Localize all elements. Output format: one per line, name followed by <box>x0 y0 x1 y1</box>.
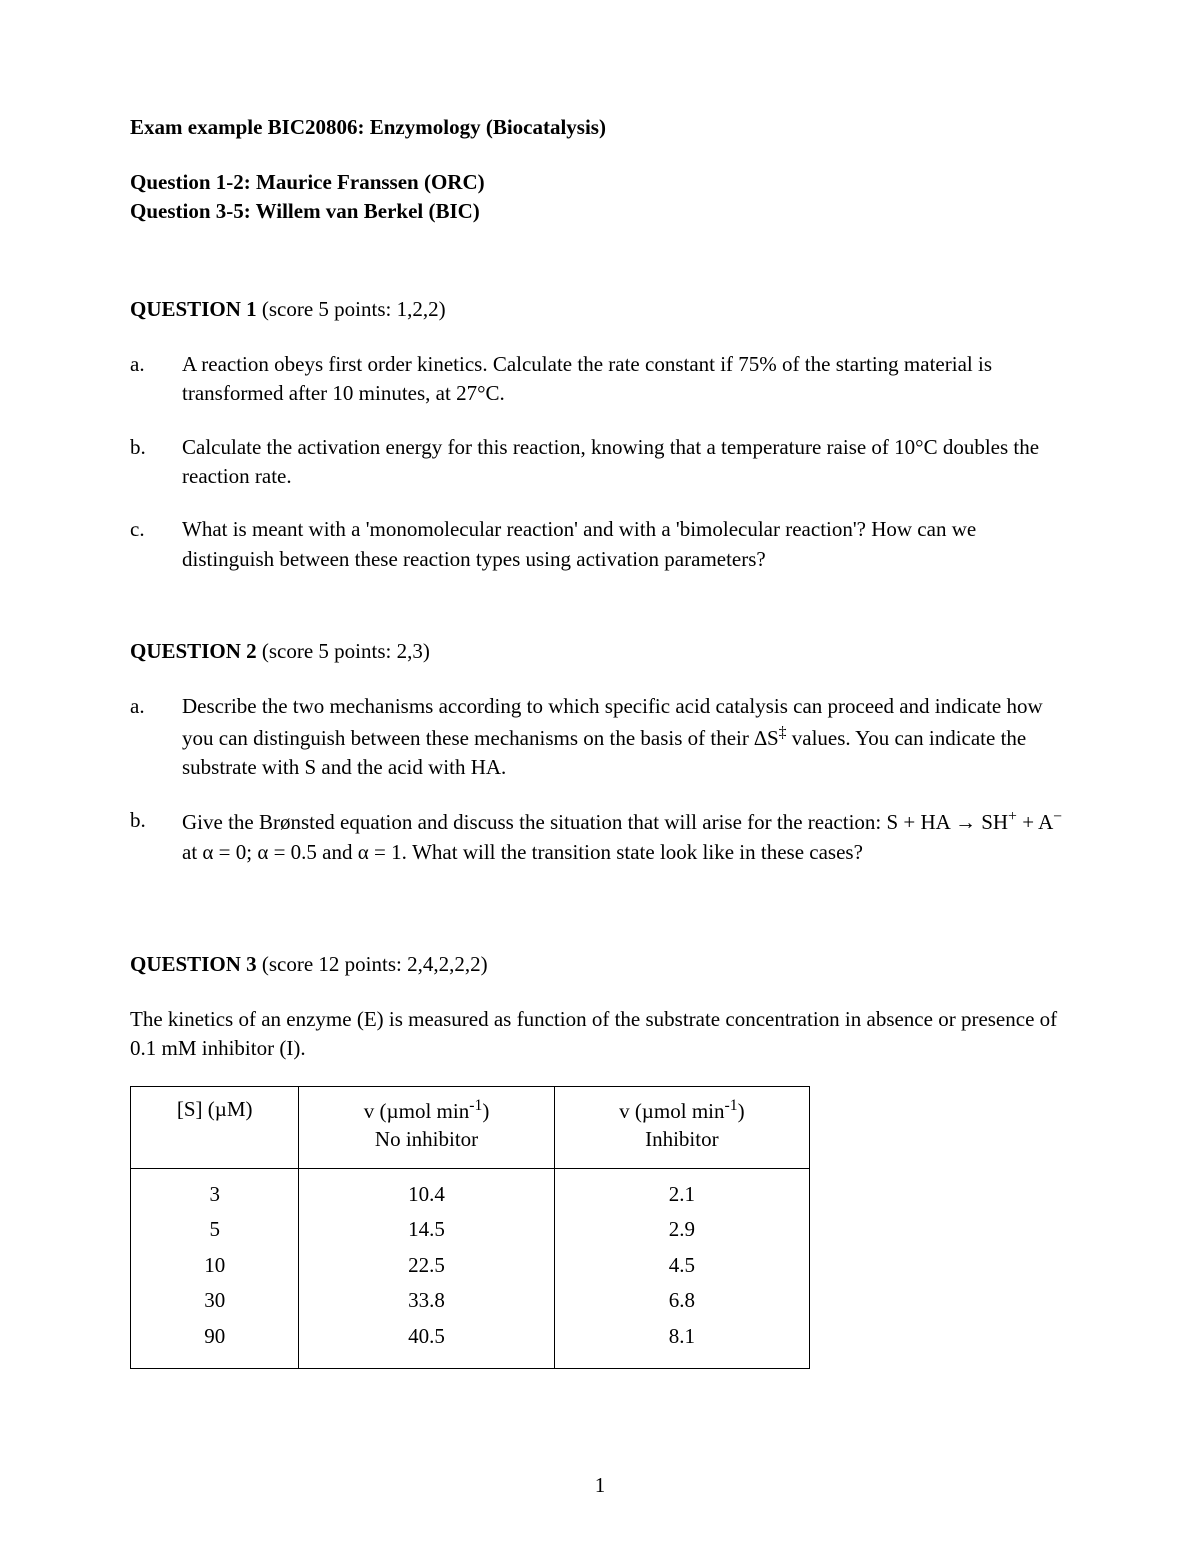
question-2-label: QUESTION 2 <box>130 639 257 663</box>
q1a: a. A reaction obeys first order kinetics… <box>130 350 1070 409</box>
table-body: 3 10.4 2.1 5 14.5 2.9 10 22.5 4.5 30 33.… <box>131 1168 810 1369</box>
table-row: 5 14.5 2.9 <box>131 1212 810 1248</box>
subq-letter: a. <box>130 692 182 782</box>
cell-s: 90 <box>131 1319 299 1355</box>
q1a-text: A reaction obeys first order kinetics. C… <box>182 350 1070 409</box>
cell-v2: 2.9 <box>554 1212 809 1248</box>
table-header-row: [S] (µM) v (µmol min-1)No inhibitor v (µ… <box>131 1086 810 1168</box>
q1c: c. What is meant with a 'monomolecular r… <box>130 515 1070 574</box>
question-3-label: QUESTION 3 <box>130 952 257 976</box>
kinetics-table: [S] (µM) v (µmol min-1)No inhibitor v (µ… <box>130 1086 810 1369</box>
q1b: b. Calculate the activation energy for t… <box>130 433 1070 492</box>
cell-v1: 40.5 <box>299 1319 554 1355</box>
cell-v2: 2.1 <box>554 1177 809 1213</box>
exam-title: Exam example BIC20806: Enzymology (Bioca… <box>130 115 1070 140</box>
table-row: 90 40.5 8.1 <box>131 1319 810 1355</box>
cell-s: 5 <box>131 1212 299 1248</box>
question-3-header: QUESTION 3 (score 12 points: 2,4,2,2,2) <box>130 952 1070 977</box>
subq-letter: b. <box>130 806 182 867</box>
question-2-header: QUESTION 2 (score 5 points: 2,3) <box>130 639 1070 664</box>
q1b-text: Calculate the activation energy for this… <box>182 433 1070 492</box>
cell-v1: 22.5 <box>299 1248 554 1284</box>
question-3-score: (score 12 points: 2,4,2,2,2) <box>257 952 488 976</box>
question-1-body: a. A reaction obeys first order kinetics… <box>130 350 1070 574</box>
cell-s: 10 <box>131 1248 299 1284</box>
table-spacer-bottom <box>131 1354 810 1369</box>
subq-letter: c. <box>130 515 182 574</box>
author-line-2: Question 3-5: Willem van Berkel (BIC) <box>130 197 1070 226</box>
cell-s: 3 <box>131 1177 299 1213</box>
page-number: 1 <box>0 1473 1200 1498</box>
q1c-text: What is meant with a 'monomolecular reac… <box>182 515 1070 574</box>
cell-v1: 14.5 <box>299 1212 554 1248</box>
author-block: Question 1-2: Maurice Franssen (ORC) Que… <box>130 168 1070 227</box>
col-v-no-inhibitor: v (µmol min-1)No inhibitor <box>299 1086 554 1168</box>
subq-letter: a. <box>130 350 182 409</box>
q2b-text: Give the Brønsted equation and discuss t… <box>182 806 1070 867</box>
question-1-header: QUESTION 1 (score 5 points: 1,2,2) <box>130 297 1070 322</box>
author-line-1: Question 1-2: Maurice Franssen (ORC) <box>130 168 1070 197</box>
q2b: b. Give the Brønsted equation and discus… <box>130 806 1070 867</box>
cell-v2: 4.5 <box>554 1248 809 1284</box>
table-row: 3 10.4 2.1 <box>131 1177 810 1213</box>
question-1-score: (score 5 points: 1,2,2) <box>257 297 446 321</box>
question-2-score: (score 5 points: 2,3) <box>257 639 430 663</box>
subq-letter: b. <box>130 433 182 492</box>
q2a-text: Describe the two mechanisms according to… <box>182 692 1070 782</box>
col-v-inhibitor: v (µmol min-1)Inhibitor <box>554 1086 809 1168</box>
exam-page: Exam example BIC20806: Enzymology (Bioca… <box>0 0 1200 1553</box>
question-1-label: QUESTION 1 <box>130 297 257 321</box>
table-row: 10 22.5 4.5 <box>131 1248 810 1284</box>
q3-intro: The kinetics of an enzyme (E) is measure… <box>130 1005 1070 1064</box>
cell-s: 30 <box>131 1283 299 1319</box>
question-2-body: a. Describe the two mechanisms according… <box>130 692 1070 867</box>
q2a: a. Describe the two mechanisms according… <box>130 692 1070 782</box>
col-substrate: [S] (µM) <box>131 1086 299 1168</box>
cell-v1: 10.4 <box>299 1177 554 1213</box>
table-row: 30 33.8 6.8 <box>131 1283 810 1319</box>
table-spacer-top <box>131 1168 810 1177</box>
cell-v2: 8.1 <box>554 1319 809 1355</box>
cell-v1: 33.8 <box>299 1283 554 1319</box>
cell-v2: 6.8 <box>554 1283 809 1319</box>
